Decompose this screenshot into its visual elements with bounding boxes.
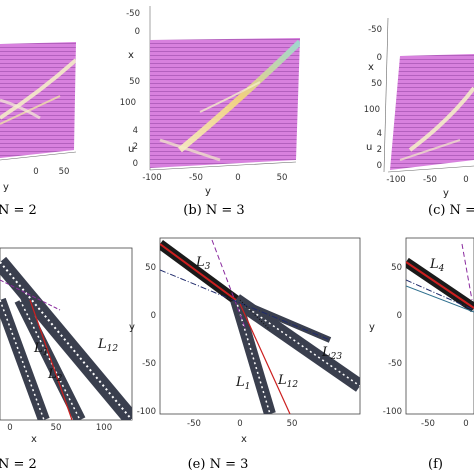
panel-f-frame (405, 237, 474, 415)
panel-a-surface (0, 42, 76, 158)
panel-a-soliton (0, 58, 76, 120)
panel-c-xtick-3: 100 (364, 105, 380, 115)
panel-a-ylabel: y (3, 182, 9, 193)
caption-a: N = 2 (0, 203, 37, 218)
panel-b-ytick-0: -100 (142, 173, 161, 183)
panel-f-ylabel: y (369, 322, 375, 333)
panel-d-red-line (29, 299, 73, 420)
panel-e-label-l23-sub: 23 (330, 352, 343, 362)
panel-c-utick-0: 4 (377, 129, 382, 139)
panel-b-ulabel: u (128, 144, 134, 155)
panel-d-label-l12-sub: 12 (107, 344, 119, 354)
panel-b-utick-2: 0 (133, 159, 138, 169)
panel-f-ytick-3: -100 (383, 407, 402, 417)
panel-b-utick-0: 4 (133, 126, 138, 136)
panel-d-xtick-1: 50 (51, 423, 62, 433)
panel-a-ytick-1: 50 (59, 167, 70, 177)
panel-e-plot: L3 L1 L12 L23 50 0 -50 -100 y -50 0 50 x (129, 237, 361, 445)
panel-e-ytick-2: -50 (142, 359, 156, 369)
panel-b-utick-1: 2 (133, 142, 138, 152)
panel-c-ylabel: y (443, 188, 449, 199)
panel-e-purple-dashed (211, 239, 247, 331)
panel-b-3d: x -50 0 50 100 4 2 0 u -100 -50 0 50 y (120, 6, 300, 197)
panel-d-label-l1-sub: 1 (43, 348, 49, 358)
panel-e-navy-dashdot (160, 269, 331, 341)
panel-e-xlabel: x (241, 434, 247, 445)
panel-f-teal-line (406, 285, 474, 313)
panel-c-xtick-2: 50 (371, 79, 382, 89)
panel-b-xtick-0: -50 (126, 9, 140, 19)
panel-c-soliton (408, 86, 474, 152)
panel-c-xtick-1: 0 (377, 53, 382, 63)
panel-b-xlabel: x (128, 50, 134, 61)
panel-e-dotted (239, 299, 271, 331)
panel-e-ytick-3: -100 (137, 407, 156, 417)
panel-a-3d: 0 50 y (0, 42, 77, 193)
panel-e-ylabel: y (129, 322, 135, 333)
panel-b-xtick-1: 0 (135, 27, 140, 37)
panel-f-plot: L4 50 0 -50 -100 y -50 0 (369, 237, 474, 429)
panel-b-ytick-2: 0 (235, 173, 240, 183)
panel-e-xtick-1: 0 (237, 419, 242, 429)
panel-d-xlabel: x (31, 434, 37, 445)
caption-f: (f) (428, 457, 443, 472)
panel-e-ytick-1: 0 (151, 311, 156, 321)
panel-b-surface (150, 38, 300, 168)
panel-c-ytick-2: 0 (463, 175, 468, 185)
panel-f-label-l4-sub: 4 (438, 264, 445, 274)
panel-e-xtick-0: -50 (187, 419, 201, 429)
panel-b-xtick-2: 50 (129, 77, 140, 87)
panel-f-purple-dashed (461, 243, 473, 301)
panel-e-ytick-0: 50 (145, 263, 156, 273)
panel-c-utick-2: 0 (377, 161, 382, 171)
panel-d-plot: L1 L2 L12 0 50 100 x (0, 247, 133, 445)
panel-e-xtick-2: 50 (287, 419, 298, 429)
panel-e-label-l1-sub: 1 (245, 382, 251, 392)
panel-a-ytick-0: 0 (33, 167, 38, 177)
panel-f-xtick-1: 0 (463, 419, 468, 429)
panel-b-soliton (178, 39, 300, 153)
panel-e-label-l12-sub: 12 (287, 380, 299, 390)
panel-b-ylabel: y (205, 186, 211, 197)
panel-d-xtick-2: 100 (96, 423, 112, 433)
panel-f-xtick-0: -50 (421, 419, 435, 429)
panel-b-ytick-3: 50 (277, 173, 288, 183)
panel-c-3d: x -50 0 50 100 4 2 0 u -100 -50 0 y (364, 17, 474, 199)
panel-e-label-l3-sub: 3 (205, 262, 211, 272)
panel-f-ytick-1: 0 (397, 311, 402, 321)
panel-c-xtick-0: -50 (368, 25, 382, 35)
panel-c-utick-1: 2 (377, 145, 382, 155)
panel-f-ytick-0: 50 (391, 263, 402, 273)
panel-c-ytick-1: -50 (423, 175, 437, 185)
panel-c-ytick-0: -100 (386, 175, 405, 185)
panel-c-xlabel: x (368, 62, 374, 73)
panel-d-dashed-line (0, 279, 61, 311)
panel-c-surface (390, 54, 474, 170)
caption-b: (b) N = 3 (183, 203, 244, 218)
panel-c-ulabel: u (366, 142, 372, 153)
caption-e: (e) N = 3 (188, 457, 249, 472)
caption-c: (c) N = (428, 203, 474, 218)
panel-f-navy-dashdot (406, 279, 474, 311)
panel-f-ytick-2: -50 (388, 359, 402, 369)
panel-b-ytick-1: -50 (189, 173, 203, 183)
panel-e-red-line (239, 303, 291, 414)
panel-b-xtick-3: 100 (120, 98, 136, 108)
panel-d-label-l2-sub: 2 (56, 374, 63, 384)
caption-d: N = 2 (0, 457, 37, 472)
panel-d-xtick-0: 0 (7, 423, 12, 433)
